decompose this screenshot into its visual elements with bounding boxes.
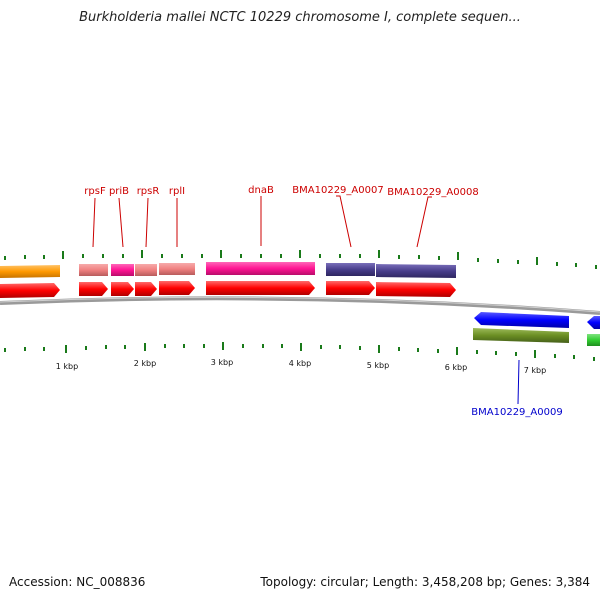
scale-label-7kbp: 7 kbp <box>524 366 546 375</box>
reverse-feature-track <box>473 328 600 346</box>
gene-label-a0007[interactable]: BMA10229_A0007 <box>292 185 383 196</box>
scale-label-1kbp: 1 kbp <box>56 362 78 371</box>
forward-gene-labels: rpsF priB rpsR rplI dnaB BMA10229_A0007 … <box>84 185 478 198</box>
magenta-feature-dnaB[interactable] <box>206 262 315 275</box>
forward-feature-track <box>0 262 456 278</box>
scale-label-2kbp: 2 kbp <box>134 359 156 368</box>
purple-feature-a0007[interactable] <box>326 263 375 276</box>
orange-feature[interactable] <box>0 265 60 278</box>
gene-label-rpsF[interactable]: rpsF <box>84 186 106 197</box>
cds-arrow-dnaB[interactable] <box>206 281 315 295</box>
cds-arrow-rplI[interactable] <box>159 281 195 295</box>
gene-label-rplI[interactable]: rplI <box>169 186 185 197</box>
forward-cds-track <box>0 281 456 298</box>
scale-label-3kbp: 3 kbp <box>211 358 233 367</box>
olive-feature-a0009[interactable] <box>473 328 569 343</box>
reverse-cds-track <box>474 312 600 329</box>
gene-label-priB[interactable]: priB <box>109 186 129 197</box>
salmon-feature-rplI[interactable] <box>159 263 195 275</box>
map-title: Burkholderia mallei NCTC 10229 chromosom… <box>79 10 521 25</box>
genome-summary-text: Topology: circular; Length: 3,458,208 bp… <box>260 575 590 589</box>
cds-arrow-a0008[interactable] <box>376 282 456 297</box>
gene-label-a0009[interactable]: BMA10229_A0009 <box>471 407 562 418</box>
salmon-feature-rpsF[interactable] <box>79 264 108 276</box>
cds-arrow-a0007[interactable] <box>326 281 375 295</box>
scale-label-5kbp: 5 kbp <box>367 361 389 370</box>
cds-arrow-rpsF[interactable] <box>79 282 108 296</box>
inner-tick-ring <box>4 342 595 361</box>
cds-arrow-priB[interactable] <box>111 282 134 296</box>
gene-label-dnaB[interactable]: dnaB <box>248 185 274 196</box>
magenta-feature-priB[interactable] <box>111 264 134 276</box>
cds-arrow-rpsR[interactable] <box>135 282 157 296</box>
scale-label-4kbp: 4 kbp <box>289 359 311 368</box>
cds-arrow-next[interactable] <box>587 316 600 329</box>
gene-label-rpsR[interactable]: rpsR <box>137 186 160 197</box>
cds-arrow[interactable] <box>0 283 60 298</box>
cds-arrow-a0009[interactable] <box>474 312 569 328</box>
forward-label-leaders <box>92 195 432 248</box>
purple-feature-a0008[interactable] <box>376 264 456 278</box>
reverse-label-leader <box>517 359 520 405</box>
accession-text: Accession: NC_008836 <box>9 575 146 589</box>
scale-labels: 1 kbp 2 kbp 3 kbp 4 kbp 5 kbp 6 kbp 7 kb… <box>56 358 546 375</box>
green-feature[interactable] <box>587 334 600 346</box>
genome-backbone <box>0 296 600 315</box>
scale-label-6kbp: 6 kbp <box>445 363 467 372</box>
outer-tick-ring <box>4 250 597 269</box>
salmon-feature-rpsR[interactable] <box>135 264 157 276</box>
gene-label-a0008[interactable]: BMA10229_A0008 <box>387 187 478 198</box>
